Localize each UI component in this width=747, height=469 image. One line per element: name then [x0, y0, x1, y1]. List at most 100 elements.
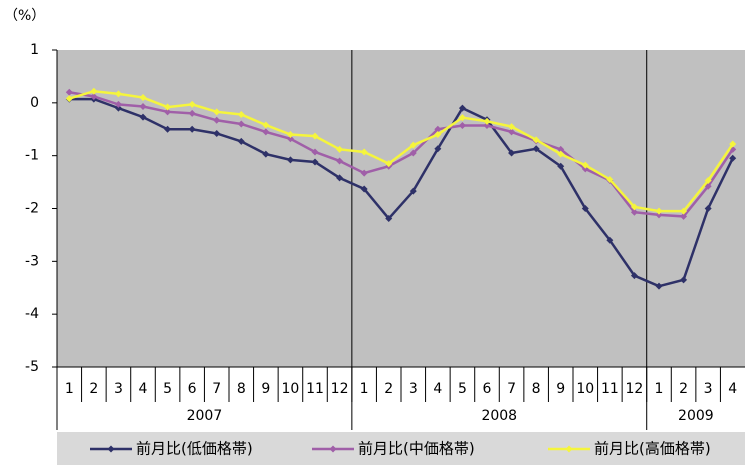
point-marker	[532, 145, 540, 153]
point-marker	[581, 205, 589, 212]
point-marker	[581, 161, 589, 169]
legend-marker	[329, 445, 337, 453]
legend-background	[57, 432, 745, 465]
x-tick-label: 8	[532, 381, 541, 397]
point-marker	[606, 175, 614, 183]
point-marker	[434, 125, 442, 133]
x-tick-label: 7	[507, 381, 516, 397]
y-tick-label: 0	[30, 95, 39, 111]
x-tick-label: 6	[483, 381, 492, 397]
year-label: 2008	[481, 408, 517, 424]
x-tick-label: 4	[433, 381, 442, 397]
x-tick-label: 11	[601, 381, 619, 397]
point-marker	[114, 100, 122, 108]
point-marker	[114, 90, 122, 98]
series-line	[69, 97, 734, 288]
point-marker	[188, 125, 196, 133]
y-tick-label: 1	[30, 42, 39, 58]
point-marker	[655, 211, 663, 219]
point-marker	[286, 131, 294, 139]
point-marker	[65, 88, 73, 96]
point-marker	[557, 150, 565, 158]
point-marker	[139, 94, 147, 102]
x-tick-label: 2	[384, 381, 393, 397]
point-marker	[311, 158, 319, 166]
point-marker	[409, 149, 417, 157]
point-marker	[630, 272, 638, 280]
x-tick-label: 3	[409, 381, 418, 397]
y-tick-label: -1	[25, 148, 39, 164]
x-tick-label: 9	[556, 381, 565, 397]
point-marker	[139, 113, 147, 121]
point-marker	[262, 121, 270, 129]
point-marker	[655, 207, 663, 215]
point-marker	[508, 149, 516, 157]
year-label: 2007	[187, 408, 223, 424]
x-tick-label: 11	[306, 381, 324, 397]
point-marker	[336, 157, 344, 165]
point-marker	[262, 150, 270, 158]
point-marker	[409, 141, 417, 149]
x-tick-label: 9	[261, 381, 270, 397]
point-marker	[483, 117, 491, 125]
point-marker	[213, 116, 221, 124]
point-marker	[188, 109, 196, 117]
year-label: 2009	[678, 408, 714, 424]
y-tick-label: -5	[25, 359, 39, 375]
x-tick-label: 1	[655, 381, 664, 397]
point-marker	[385, 215, 393, 223]
x-tick-label: 1	[65, 381, 74, 397]
x-tick-label: 6	[188, 381, 197, 397]
point-marker	[164, 108, 172, 116]
x-tick-label: 7	[212, 381, 221, 397]
point-marker	[188, 100, 196, 108]
legend-marker	[565, 445, 573, 453]
point-marker	[164, 103, 172, 111]
y-axis-label: （%）	[4, 8, 45, 24]
point-marker	[434, 145, 442, 153]
x-tick-label: 12	[331, 381, 349, 397]
legend-label: 前月比(中価格帯)	[358, 440, 475, 458]
x-tick-label: 8	[237, 381, 246, 397]
point-marker	[704, 176, 712, 184]
x-tick-label: 10	[576, 381, 594, 397]
point-marker	[360, 169, 368, 177]
series-line	[69, 91, 734, 218]
y-tick-label: -4	[25, 306, 39, 322]
point-marker	[508, 128, 516, 136]
point-marker	[729, 154, 737, 162]
x-tick-label: 5	[163, 381, 172, 397]
point-marker	[213, 129, 221, 137]
point-marker	[336, 174, 344, 182]
point-marker	[557, 145, 565, 153]
point-marker	[360, 185, 368, 193]
legend-label: 前月比(低価格帯)	[136, 440, 253, 458]
point-marker	[213, 108, 221, 116]
point-marker	[630, 208, 638, 216]
point-marker	[164, 125, 172, 133]
point-marker	[458, 122, 466, 130]
point-marker	[483, 122, 491, 130]
point-marker	[237, 137, 245, 145]
point-marker	[262, 128, 270, 136]
point-marker	[606, 236, 614, 244]
point-marker	[385, 160, 393, 168]
point-marker	[532, 136, 540, 144]
point-marker	[655, 282, 663, 290]
x-tick-label: 4	[139, 381, 148, 397]
x-tick-label: 10	[282, 381, 300, 397]
point-marker	[458, 114, 466, 122]
point-marker	[311, 148, 319, 156]
x-tick-label: 5	[458, 381, 467, 397]
y-tick-label: -2	[25, 201, 39, 217]
point-marker	[90, 92, 98, 100]
series-line	[68, 89, 734, 213]
x-tick-label: 3	[114, 381, 123, 397]
point-marker	[680, 212, 688, 220]
x-tick-label: 12	[626, 381, 644, 397]
point-marker	[286, 135, 294, 143]
point-marker	[630, 203, 638, 211]
point-marker	[237, 110, 245, 118]
point-marker	[286, 156, 294, 164]
